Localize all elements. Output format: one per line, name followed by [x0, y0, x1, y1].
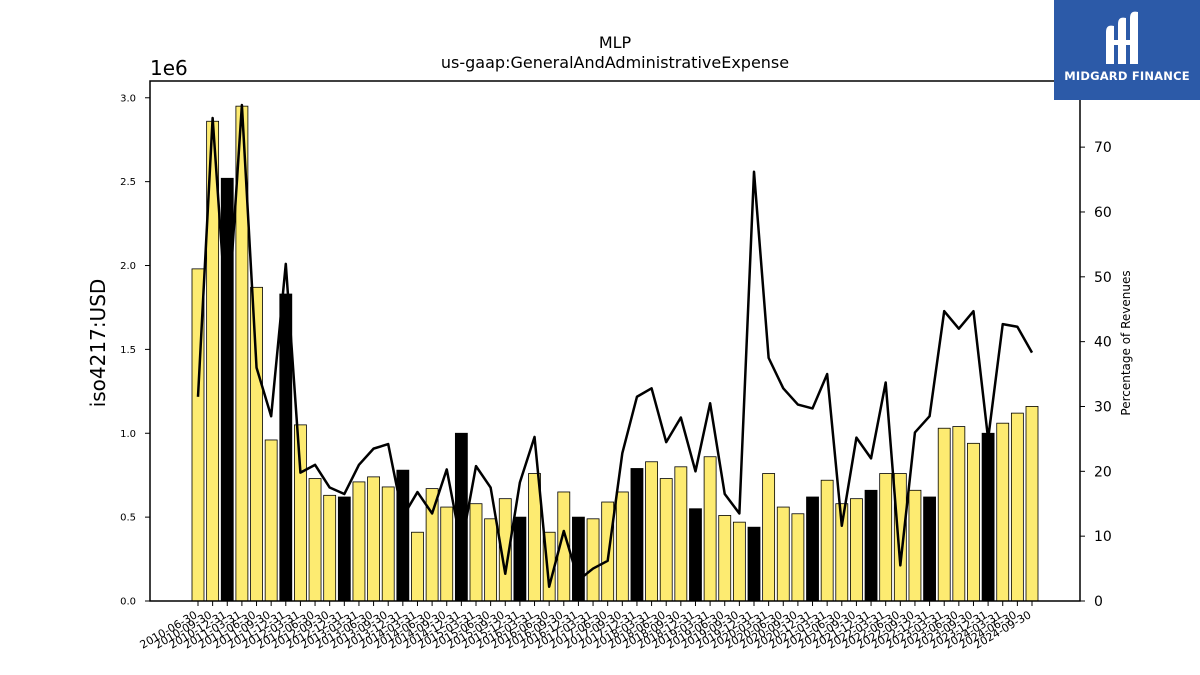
bar — [645, 461, 658, 602]
bar — [1010, 412, 1024, 602]
bars — [191, 105, 1039, 602]
bar — [381, 486, 395, 602]
y-tick-label: 1.0 — [120, 429, 136, 440]
bar — [250, 286, 263, 602]
y-tick-label: 0.0 — [120, 597, 136, 608]
bar — [411, 531, 424, 602]
bar — [308, 478, 322, 602]
y-tick-label: 1.5 — [120, 345, 136, 356]
y-tick-label: 2.0 — [120, 261, 136, 272]
bar — [484, 518, 498, 602]
bar — [718, 515, 732, 602]
bar — [850, 498, 863, 602]
bar — [806, 496, 819, 602]
bar — [469, 503, 483, 602]
bar — [615, 491, 629, 602]
bar — [337, 496, 351, 602]
y2-ticks: 0 10 20 30 40 50 60 70 — [1080, 140, 1112, 610]
bar — [367, 476, 380, 602]
bar — [952, 426, 966, 602]
bar — [776, 506, 790, 602]
bar — [323, 494, 337, 602]
bar — [732, 521, 746, 602]
x-ticks: 2010-06-302010-09-302010-12-312011-03-31… — [138, 601, 1034, 652]
y2-tick-label: 40 — [1094, 335, 1112, 351]
y2-tick-label: 20 — [1094, 464, 1112, 480]
bar — [996, 422, 1010, 602]
bar — [923, 496, 936, 602]
bar — [352, 481, 366, 602]
y2-tick-label: 0 — [1094, 594, 1103, 610]
y2-axis-label: Percentage of Revenues — [1119, 270, 1133, 415]
percentage-line — [196, 103, 1034, 588]
bar — [220, 177, 234, 602]
y-offset-label: 1e6 — [150, 56, 188, 80]
bar — [440, 506, 454, 602]
plot-frame — [149, 80, 1081, 602]
y2-tick-label: 30 — [1094, 399, 1112, 415]
y-axis-label: iso4217:USD — [86, 279, 110, 408]
y-tick-label: 0.5 — [120, 513, 136, 524]
y-tick-label: 3.0 — [120, 93, 136, 104]
y2-tick-label: 10 — [1094, 529, 1112, 545]
bar — [659, 478, 673, 602]
bar — [294, 424, 307, 602]
bar — [572, 516, 585, 602]
y-ticks: 0.0 0.5 1.0 1.5 2.0 2.5 3.0 — [120, 93, 150, 608]
chart-subtitle: us-gaap:GeneralAndAdministrativeExpense — [441, 53, 789, 72]
y2-tick-label: 60 — [1094, 205, 1112, 221]
bar — [967, 442, 980, 602]
mf-monogram-icon — [1106, 11, 1138, 65]
bar — [879, 473, 893, 602]
bar — [703, 456, 717, 602]
percentage-line-layer — [196, 103, 1034, 588]
midgard-finance-logo: MIDGARD FINANCE — [1054, 0, 1200, 100]
bar — [1025, 406, 1039, 602]
chart-title: MLP — [599, 33, 632, 52]
bar — [791, 513, 805, 602]
y2-tick-label: 50 — [1094, 270, 1112, 286]
bar — [864, 489, 878, 602]
axes — [149, 80, 1081, 602]
y2-tick-label: 70 — [1094, 140, 1112, 156]
bar — [937, 427, 951, 602]
bar — [264, 439, 278, 602]
bar — [762, 473, 776, 602]
bar — [689, 508, 702, 602]
bar — [586, 518, 600, 602]
bar — [630, 468, 644, 602]
y-tick-label: 2.5 — [120, 177, 136, 188]
bar — [908, 489, 922, 602]
bar — [747, 526, 761, 602]
bar — [981, 432, 995, 602]
bar — [513, 516, 527, 602]
logo-text: MIDGARD FINANCE — [1064, 69, 1190, 83]
bar — [820, 479, 834, 602]
bar — [674, 466, 688, 602]
